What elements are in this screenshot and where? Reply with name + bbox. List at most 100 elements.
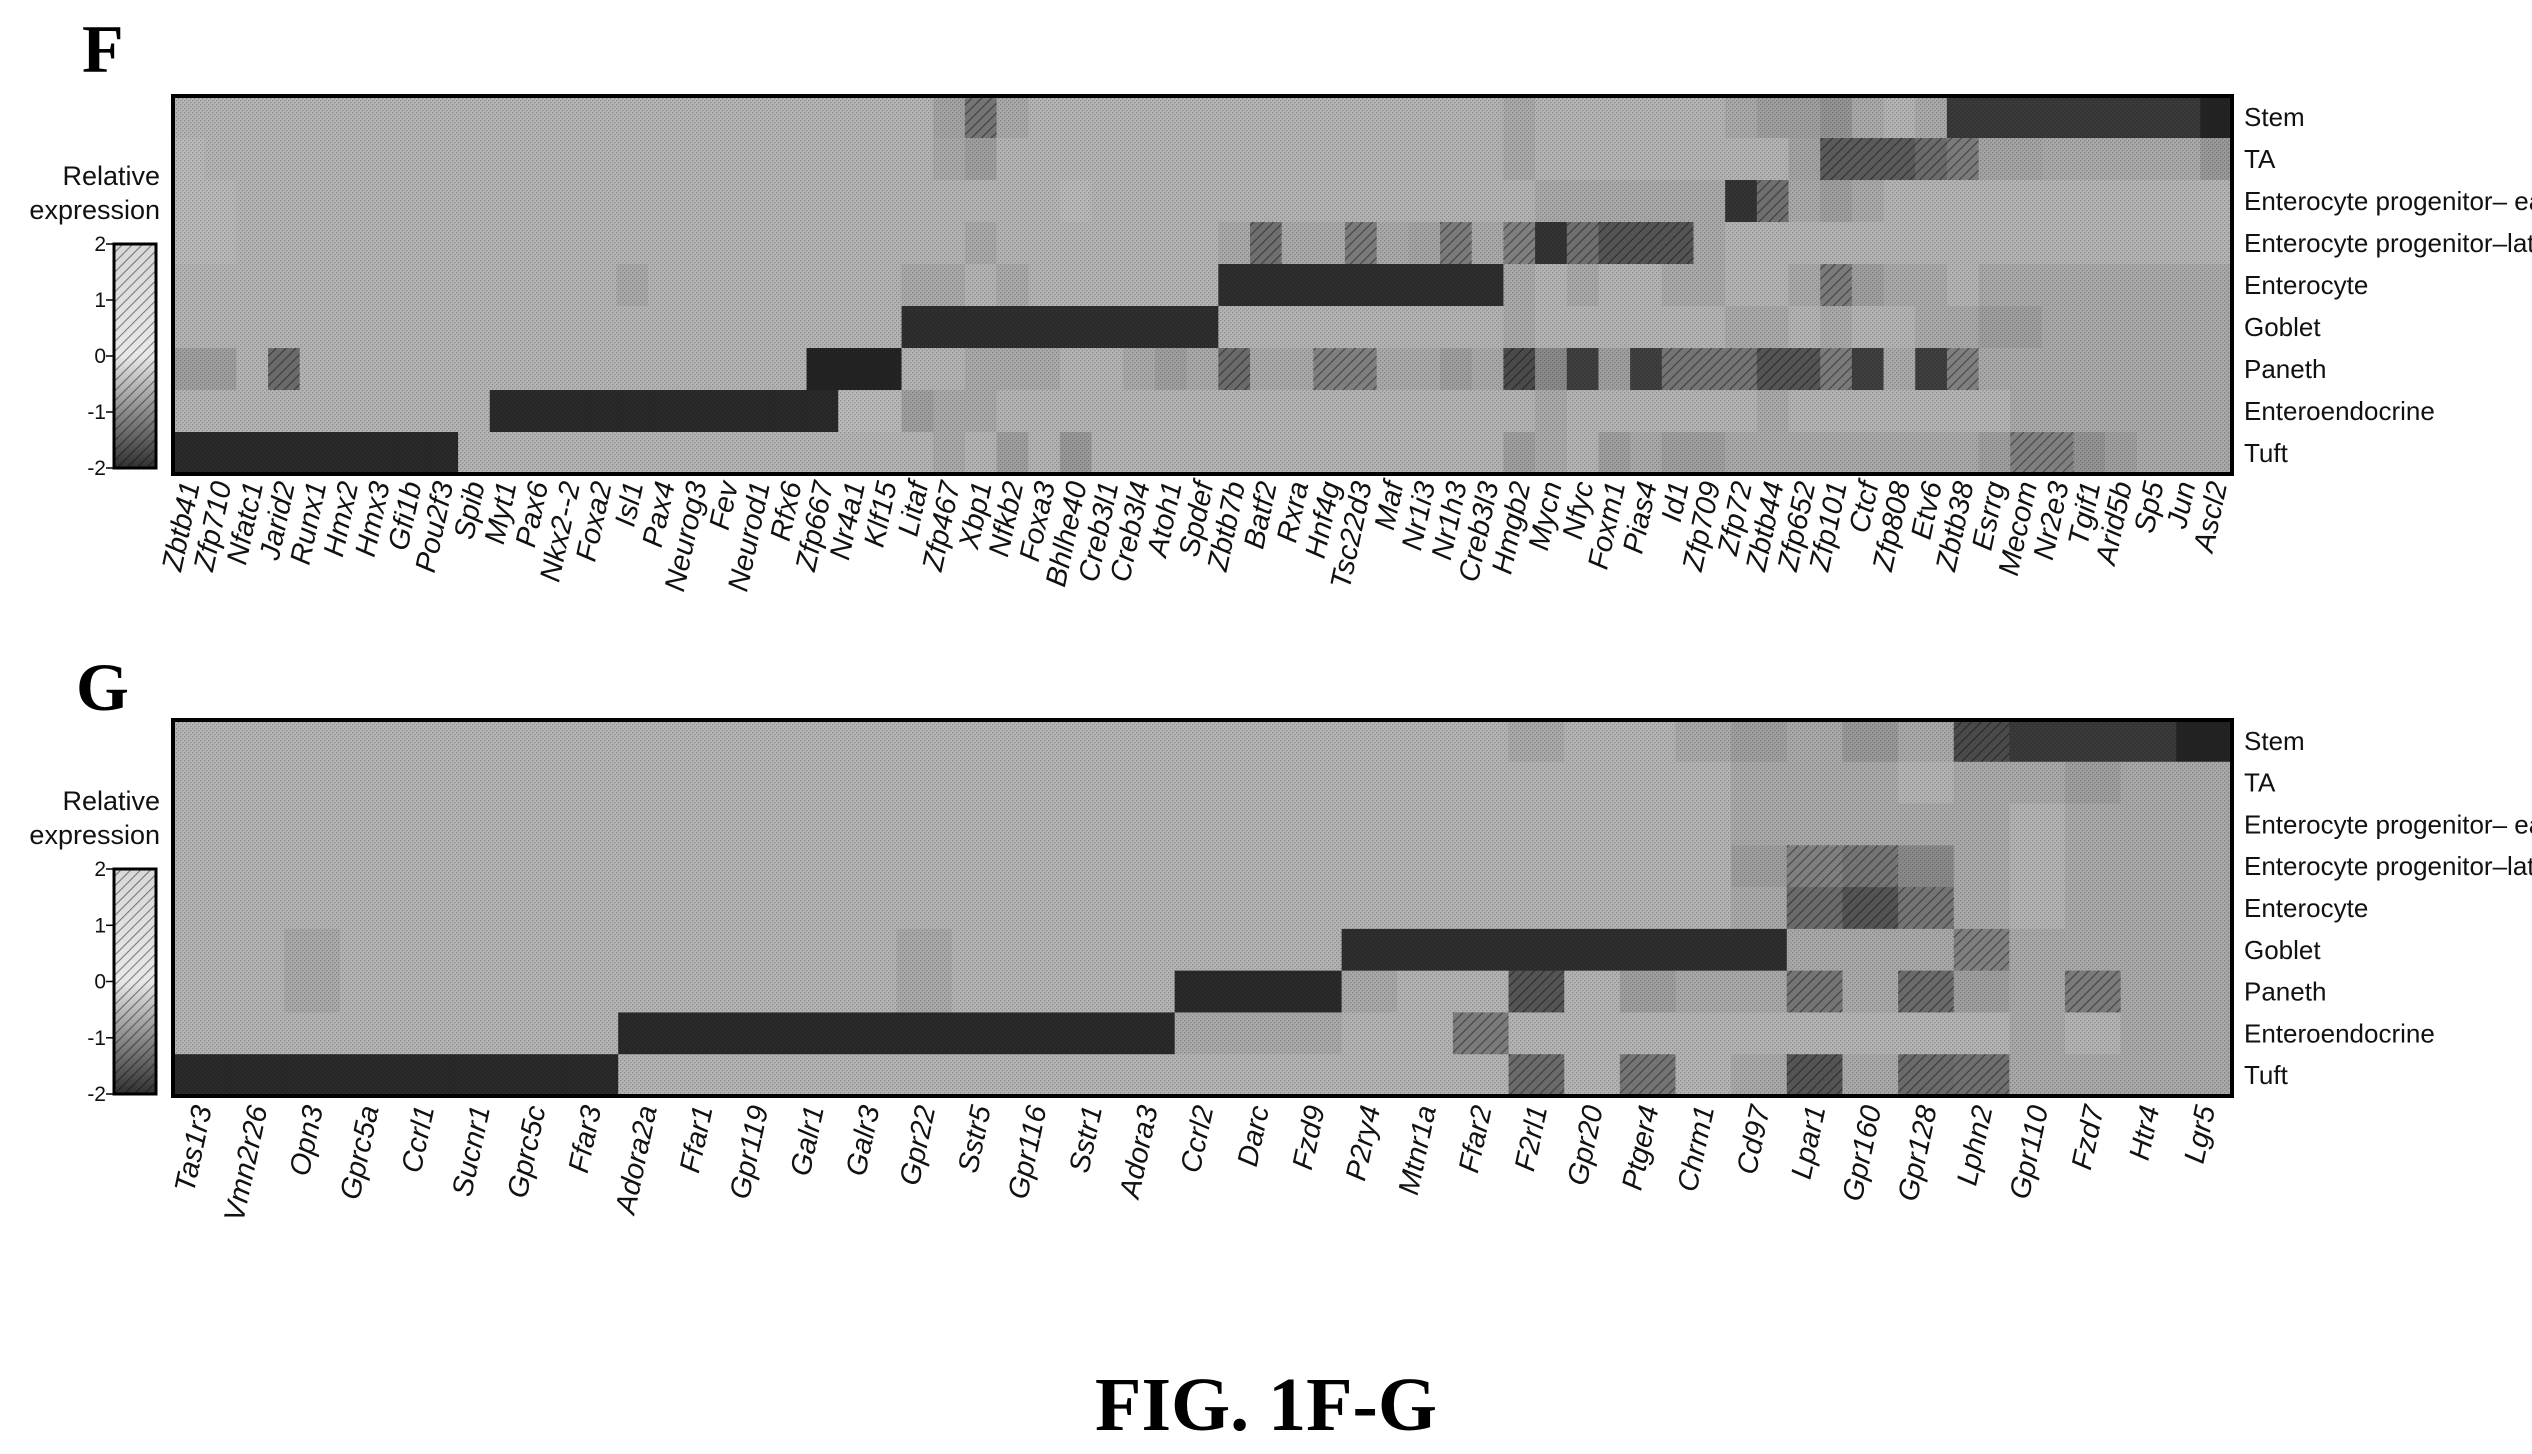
heatmap-cell-texture (774, 96, 808, 139)
heatmap-cell-texture (901, 222, 934, 265)
legend-color-bar-texture (114, 244, 156, 468)
heatmap-cell-texture (284, 803, 341, 846)
heatmap-cell-texture (451, 887, 508, 930)
heatmap-cell-texture (339, 1012, 397, 1055)
heatmap-cell-texture (743, 222, 776, 265)
column-label: Gpr116 (1002, 1102, 1053, 1202)
row-label: Enteroendocrine (2244, 1018, 2435, 1048)
column-label: Vmn2r26 (219, 1102, 275, 1225)
heatmap-cell-texture (711, 180, 744, 223)
heatmap-cell-texture (1408, 222, 1441, 265)
heatmap-cell-texture (331, 96, 364, 139)
heatmap-cell-texture (1788, 222, 1821, 265)
heatmap-cell-texture (1440, 348, 1473, 391)
heatmap-cell-texture (204, 180, 237, 223)
heatmap-cell-texture (1230, 845, 1287, 888)
heatmap-cell-texture (952, 928, 1009, 972)
column-label: Gprc5a (335, 1103, 386, 1203)
heatmap-cell-texture (964, 222, 998, 265)
heatmap-cell-texture (1218, 180, 1251, 223)
heatmap-cell-texture (933, 264, 966, 307)
heatmap-cell-texture (952, 970, 1009, 1014)
heatmap-cell-texture (1119, 803, 1176, 846)
heatmap-cell-texture (964, 306, 998, 349)
heatmap-cell-texture (1915, 138, 1948, 181)
heatmap-cell-texture (1376, 432, 1409, 475)
heatmap-cell-texture (204, 96, 237, 139)
heatmap-cell-texture (1978, 138, 2011, 181)
heatmap-cell-texture (618, 720, 675, 763)
heatmap-cell-texture (299, 138, 332, 181)
heatmap-cell-texture (2010, 432, 2043, 475)
heatmap-cell-texture (1788, 96, 1821, 139)
row-label: TA (2244, 768, 2276, 798)
heatmap-cell-texture (521, 306, 554, 349)
heatmap-cell-texture (1007, 845, 1064, 888)
heatmap-cell-texture (1007, 720, 1064, 763)
heatmap-cell-texture (1661, 348, 1695, 391)
heatmap-cell-texture (1313, 264, 1346, 307)
heatmap-cell-texture (1693, 348, 1726, 391)
heatmap-cell-texture (1851, 138, 1885, 181)
heatmap-cell-texture (1842, 845, 1899, 888)
heatmap-cell-texture (284, 761, 341, 805)
heatmap-cell-texture (901, 306, 934, 349)
heatmap-cell-texture (1230, 1054, 1287, 1097)
heatmap-cell-texture (1218, 96, 1251, 139)
heatmap-cell-texture (648, 96, 681, 139)
column-label: Ffar3 (563, 1103, 608, 1176)
heatmap-cell-texture (2041, 138, 2075, 181)
heatmap-cell-texture (173, 222, 206, 265)
heatmap-cell-texture (896, 1054, 953, 1097)
heatmap-cell-texture (838, 306, 871, 349)
heatmap-cell-texture (299, 390, 332, 433)
heatmap-cell-texture (1788, 264, 1821, 307)
heatmap-cell-texture (1186, 264, 1219, 307)
heatmap-cell-texture (506, 970, 564, 1014)
heatmap-cell-texture (1851, 96, 1885, 139)
heatmap-cell-texture (1440, 180, 1473, 223)
heatmap-cell-texture (996, 264, 1029, 307)
heatmap-cell-texture (616, 348, 649, 391)
heatmap-cell-texture (1376, 96, 1409, 139)
heatmap-cell-texture (1883, 264, 1916, 307)
heatmap-cell-texture (1218, 432, 1251, 475)
heatmap-cell-texture (1820, 138, 1853, 181)
column-label: Cd97 (1731, 1101, 1777, 1177)
heatmap-cell-texture (2176, 887, 2233, 930)
heatmap-cell-texture (1953, 803, 2011, 846)
heatmap-cell-texture (1063, 803, 1120, 846)
heatmap-cell-texture (553, 264, 586, 307)
heatmap-cell-texture (1566, 306, 1600, 349)
heatmap-cell-texture (1218, 348, 1251, 391)
heatmap-cell-texture (1397, 1054, 1454, 1097)
heatmap-cell-texture (648, 348, 681, 391)
heatmap-cell-texture (1898, 928, 1955, 972)
heatmap-cell-texture (838, 348, 871, 391)
heatmap-cell-texture (1471, 348, 1505, 391)
heatmap-cell-texture (711, 138, 744, 181)
heatmap-cell-texture (2009, 1054, 2066, 1097)
heatmap-cell-texture (1091, 96, 1124, 139)
heatmap-cell-texture (173, 390, 206, 433)
heatmap-cell-texture (2176, 720, 2233, 763)
heatmap-cell-texture (1564, 887, 1621, 930)
heatmap-cell-texture (2120, 928, 2177, 972)
heatmap-cell-texture (173, 1054, 230, 1097)
heatmap-cell-texture (1883, 348, 1916, 391)
heatmap-cell-texture (1661, 222, 1695, 265)
heatmap-cell-texture (1452, 970, 1510, 1014)
heatmap-cell-texture (679, 432, 713, 475)
heatmap-cell-texture (901, 348, 934, 391)
heatmap-cell-texture (1281, 222, 1314, 265)
heatmap-cell-texture (952, 1012, 1009, 1055)
heatmap-cell-texture (869, 306, 903, 349)
column-label: Lgr5 (2179, 1102, 2223, 1166)
figure-caption: FIG. 1F-G (1095, 1363, 1437, 1447)
heatmap-cell-texture (2065, 761, 2122, 805)
heatmap-cell-texture (729, 803, 786, 846)
heatmap-cell-texture (1946, 348, 1980, 391)
heatmap-cell-texture (838, 180, 871, 223)
heatmap-cell-texture (1397, 970, 1454, 1014)
heatmap-cell-texture (1535, 180, 1568, 223)
